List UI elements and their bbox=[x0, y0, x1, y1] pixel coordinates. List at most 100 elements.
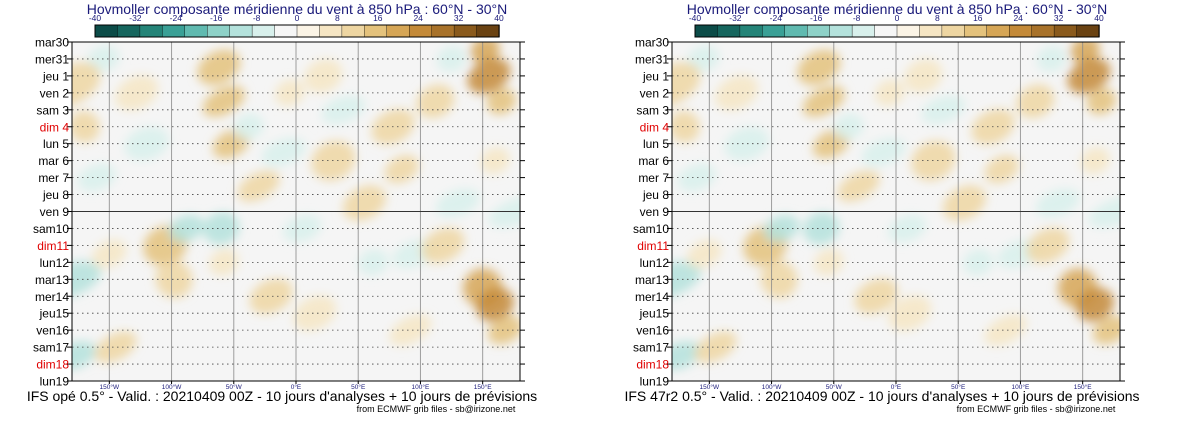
wind-field-blobs bbox=[672, 42, 1120, 370]
colorbar-swatch bbox=[1053, 24, 1078, 38]
colorbar-tick-label: -24 bbox=[170, 13, 183, 23]
wind-anomaly-blob bbox=[486, 87, 517, 115]
colorbar-swatch bbox=[296, 24, 321, 38]
colorbar-tick-label: 40 bbox=[494, 13, 504, 23]
lon-tick-label: 150°W bbox=[700, 383, 720, 391]
colorbar-frame bbox=[94, 24, 500, 38]
chart-title: Hovmoller composante méridienne du vent … bbox=[87, 1, 508, 17]
colorbar-swatch bbox=[1009, 24, 1033, 38]
day-label: jeu 8 bbox=[42, 188, 69, 202]
colorbar-tick-label: -8 bbox=[853, 13, 861, 23]
lon-tick-label: 150°W bbox=[100, 383, 120, 391]
wind-anomaly-blob bbox=[694, 331, 737, 363]
colorbar-tick-label: 8 bbox=[335, 13, 340, 23]
wind-field bbox=[672, 42, 1120, 370]
colorbar-tick-label: 8 bbox=[935, 13, 940, 23]
colorbar-swatch bbox=[919, 24, 943, 38]
day-label: lun 5 bbox=[643, 137, 669, 151]
day-label: dim11 bbox=[37, 239, 69, 253]
colorbar-tick-label: 16 bbox=[973, 13, 983, 23]
day-label: mar 6 bbox=[38, 154, 69, 168]
day-label: dim18 bbox=[36, 358, 69, 372]
colorbar-tick-label: -32 bbox=[729, 13, 742, 23]
colorbar-swatch bbox=[453, 24, 478, 38]
hovmoller-panel-ifs-47r2: Hovmoller composante méridienne du vent … bbox=[600, 0, 1200, 424]
colorbar-tick-label: 0 bbox=[295, 13, 300, 23]
colorbar-swatch bbox=[717, 24, 741, 38]
wind-anomaly-blob bbox=[802, 85, 845, 117]
day-label: sam17 bbox=[633, 341, 669, 355]
colorbar-swatch bbox=[896, 24, 921, 38]
day-label: ven 9 bbox=[40, 205, 70, 219]
wind-anomaly-blob bbox=[384, 154, 420, 184]
hovmoller-chart-0: Hovmoller composante méridienne du vent … bbox=[27, 1, 537, 414]
colorbar-swatch bbox=[117, 24, 141, 38]
wind-anomaly-blob bbox=[1067, 58, 1111, 94]
day-label: mer31 bbox=[35, 52, 69, 66]
wind-anomaly-blob bbox=[984, 154, 1020, 184]
colorbar: -40 -32 -24 -16 -8 0 8 16 24 32 40 bbox=[89, 13, 504, 38]
wind-anomaly-blob bbox=[861, 137, 906, 167]
day-label: dim 4 bbox=[640, 120, 670, 134]
wind-anomaly-blob bbox=[854, 278, 898, 314]
chart-title: Hovmoller composante méridienne du vent … bbox=[687, 1, 1108, 17]
colorbar-tick-label: 32 bbox=[454, 13, 464, 23]
colorbar-tick-label: -40 bbox=[89, 13, 102, 23]
colorbar-swatch bbox=[184, 24, 208, 38]
wind-anomaly-blob bbox=[435, 188, 480, 218]
footer-text: IFS 47r2 0.5° - Valid. : 20210409 00Z - … bbox=[624, 388, 1139, 404]
wind-anomaly-blob bbox=[233, 113, 264, 140]
day-label: ven16 bbox=[36, 324, 69, 338]
lon-tick-label: 50°E bbox=[351, 383, 366, 391]
colorbar-tick-label: -40 bbox=[689, 13, 702, 23]
lon-tick-label: 100°E bbox=[1012, 383, 1030, 391]
wind-anomaly-blob bbox=[72, 110, 100, 143]
day-label: mer14 bbox=[635, 290, 669, 304]
hovmoller-panel-ifs-ope: Hovmoller composante méridienne du vent … bbox=[27, 1, 537, 414]
day-label: mar30 bbox=[635, 36, 669, 50]
day-label: ven 2 bbox=[40, 86, 70, 100]
wind-anomaly-blob bbox=[202, 85, 245, 117]
day-label: sam 3 bbox=[36, 103, 69, 117]
wind-anomaly-blob bbox=[1076, 287, 1115, 322]
wind-anomaly-blob bbox=[875, 79, 905, 107]
wind-anomaly-blob bbox=[416, 84, 455, 119]
colorbar-tick-label: 32 bbox=[1054, 13, 1064, 23]
lon-tick-label: 50°W bbox=[226, 383, 243, 391]
colorbar: -40 -32 -24 -16 -8 0 8 16 24 32 40 bbox=[689, 13, 1104, 38]
colorbar-swatch bbox=[251, 24, 276, 38]
wind-anomaly-blob bbox=[672, 260, 702, 298]
colorbar-swatch bbox=[139, 24, 164, 38]
day-label: lun12 bbox=[640, 256, 670, 270]
day-label: mer14 bbox=[35, 290, 69, 304]
lon-tick-label: 50°E bbox=[951, 383, 966, 391]
colorbar-tick-label: -8 bbox=[253, 13, 261, 23]
wind-anomaly-blob bbox=[168, 214, 205, 243]
colorbar-tick-label: -16 bbox=[810, 13, 823, 23]
wind-anomaly-blob bbox=[760, 260, 798, 299]
colorbar-swatch bbox=[1031, 24, 1055, 38]
day-label: dim11 bbox=[637, 239, 669, 253]
day-label: mer 7 bbox=[38, 171, 69, 185]
colorbar-swatch bbox=[207, 24, 231, 38]
colorbar-swatch bbox=[762, 24, 786, 38]
colorbar-swatch bbox=[807, 24, 831, 38]
day-label: ven 2 bbox=[640, 86, 670, 100]
day-label: lun12 bbox=[40, 256, 70, 270]
colorbar-swatch bbox=[409, 24, 433, 38]
day-label: jeu15 bbox=[39, 307, 70, 321]
day-label: dim 4 bbox=[40, 120, 70, 134]
wind-anomaly-blob bbox=[275, 79, 305, 107]
day-label: lun19 bbox=[40, 375, 70, 389]
wind-anomaly-blob bbox=[1070, 42, 1100, 64]
wind-anomaly-blob bbox=[476, 287, 515, 322]
colorbar-swatch bbox=[476, 24, 500, 38]
colorbar-tick-label: 24 bbox=[413, 13, 423, 23]
colorbar-swatch bbox=[784, 24, 808, 38]
colorbar-tick-label: -24 bbox=[770, 13, 783, 23]
day-label: mer31 bbox=[635, 52, 669, 66]
day-label: jeu 1 bbox=[642, 69, 669, 83]
wind-anomaly-blob bbox=[480, 147, 510, 175]
colorbar-tick-label: 24 bbox=[1013, 13, 1023, 23]
colorbar-swatch bbox=[319, 24, 343, 38]
